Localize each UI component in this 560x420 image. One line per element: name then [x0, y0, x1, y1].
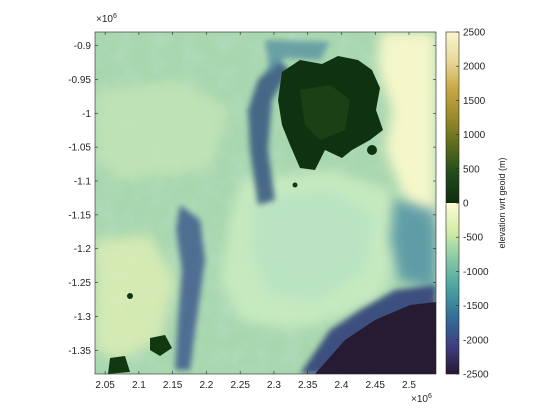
colorbar-tick-label: 1000	[463, 130, 486, 141]
x-tick-label: 2.25	[230, 380, 250, 391]
colorbar-tick-label: 500	[463, 164, 480, 175]
glacier-channel	[265, 40, 330, 75]
x-tick-label: 2.15	[163, 380, 183, 391]
colorbar: 2500 2000 1500 1000 500 0 -500 -1000 -1500 -2000 -…	[445, 28, 507, 381]
y-tick-label: -1.05	[68, 143, 91, 154]
y-tick-label: -0.95	[68, 75, 91, 86]
land-outcrop-sw	[150, 335, 172, 356]
colorbar-tick-label: -2500	[463, 370, 489, 381]
x-exponent-label: ×106	[411, 393, 432, 405]
nunatak-2	[292, 182, 298, 188]
x-tick-label: 2.4	[335, 380, 349, 391]
x-tick-label: 2.1	[132, 380, 146, 391]
glacier-trough-south	[175, 205, 205, 370]
y-tick-label: -1.3	[74, 312, 92, 323]
colorbar-tick-label: 0	[463, 199, 469, 210]
y-tick-label: -1.1	[74, 176, 92, 187]
colorbar-label: elevation wrt geoid (m)	[497, 157, 507, 248]
x-tick-label: 2.5	[402, 380, 416, 391]
colorbar-positive	[446, 32, 459, 203]
colorbar-tick-label: -2000	[463, 335, 489, 346]
x-tick-label: 2.35	[298, 380, 318, 391]
x-tick-label: 2.2	[199, 380, 213, 391]
deep-ocean	[315, 302, 436, 374]
nunatak	[127, 293, 133, 299]
ice-southwest	[95, 235, 175, 360]
colorbar-tick-label: 2000	[463, 62, 486, 73]
glacier-trough-north	[248, 60, 290, 205]
y-tick-label: -1.25	[68, 278, 91, 289]
high-ice-east	[378, 32, 436, 230]
colorbar-ticks: 2500 2000 1500 1000 500 0 -500 -1000 -1500 -2000 -…	[456, 28, 489, 381]
colorbar-tick-label: -1500	[463, 301, 489, 312]
x-tick-label: 2.3	[267, 380, 281, 391]
y-tick-label: -1.15	[68, 210, 91, 221]
colorbar-tick-label: -1000	[463, 267, 489, 278]
x-tick-label: 2.45	[365, 380, 385, 391]
x-axis: 2.05 2.1 2.15 2.2 2.25 2.3 2.35 2.4 2.45 2.5	[95, 32, 416, 391]
colorbar-tick-label: -500	[463, 233, 483, 244]
land-islet	[367, 145, 377, 155]
y-tick-label: -0.9	[74, 41, 92, 52]
y-axis: -0.9 -0.95 -1 -1.05 -1.1 -1.15 -1.2 -1.25 -1.3 -1…	[68, 41, 436, 357]
elevation-map-image	[95, 32, 436, 374]
trough-east	[390, 200, 436, 290]
colorbar-negative	[446, 203, 459, 374]
y-exponent-label: ×106	[96, 13, 117, 25]
x-tick-label: 2.05	[95, 380, 115, 391]
land-highland	[300, 85, 350, 140]
y-tick-label: -1.35	[68, 346, 91, 357]
y-tick-label: -1.2	[74, 244, 92, 255]
ice-northwest	[95, 80, 230, 180]
colorbar-tick-label: 1500	[463, 96, 486, 107]
plot-frame	[94, 31, 437, 375]
land-outcrop-corner	[108, 356, 130, 374]
ice-shelf-center	[250, 190, 375, 300]
colorbar-tick-label: 2500	[463, 28, 486, 39]
y-tick-label: -1	[82, 109, 91, 120]
